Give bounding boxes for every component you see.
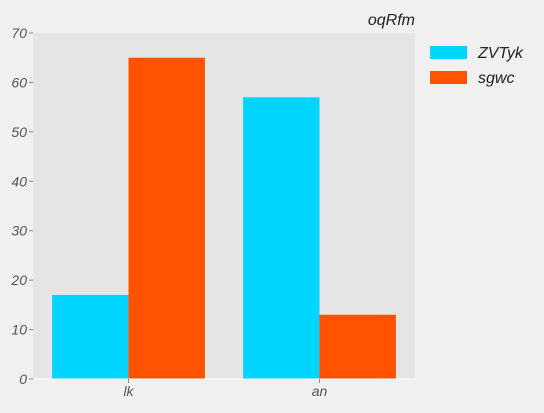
bar-sgwc-lk: [128, 57, 205, 379]
bars-layer: [52, 57, 396, 379]
y-tick-label: 40: [11, 173, 27, 189]
y-tick-label: 60: [11, 74, 27, 90]
legend-label: sgwc: [478, 70, 514, 87]
y-tick-label: 20: [10, 272, 27, 288]
y-tick-label: 30: [11, 223, 27, 239]
legend-swatch-sgwc: [430, 71, 467, 84]
legend-label: ZVTyk: [477, 45, 524, 62]
chart-title: oqRfm: [368, 12, 415, 29]
bar-sgwc-an: [319, 314, 396, 379]
y-tick-label: 50: [11, 124, 27, 140]
y-tick-label: 70: [11, 25, 27, 41]
bar-ZVTyk-an: [243, 97, 320, 379]
x-tick-label: an: [312, 383, 328, 399]
bar-ZVTyk-lk: [52, 294, 129, 379]
legend-swatch-ZVTyk: [430, 46, 467, 59]
y-tick-label: 0: [19, 371, 27, 387]
y-axis: 0 10 20 30 40 50 60 70: [10, 25, 33, 387]
x-tick-label: lk: [123, 383, 134, 399]
legend: ZVTyk sgwc: [430, 45, 524, 87]
x-axis: lk an: [123, 379, 327, 399]
y-tick-label: 10: [11, 322, 27, 338]
